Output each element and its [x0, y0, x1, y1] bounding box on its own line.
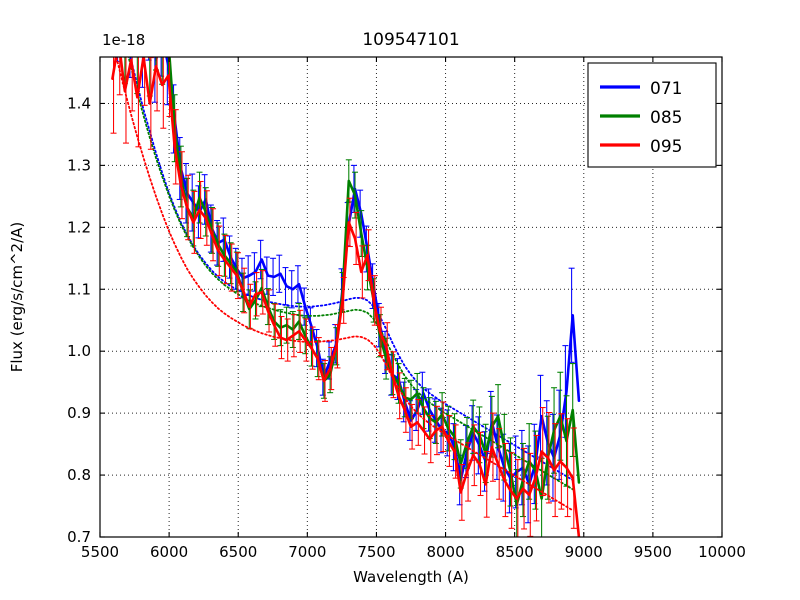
y-tick-label: 1.4: [67, 94, 91, 112]
y-tick-label: 1.1: [67, 280, 91, 298]
legend-label-085: 085: [650, 108, 682, 128]
legend-entry-095[interactable]: 095: [600, 137, 682, 157]
x-tick-label: 8500: [496, 543, 534, 561]
x-tick-label: 6500: [219, 543, 257, 561]
plot-title: 109547101: [362, 30, 459, 50]
axes-frame: [99, 56, 723, 538]
series-095: [110, 57, 581, 537]
y-tick-label: 1.3: [67, 156, 91, 174]
y-axis-label: Flux (erg/s/cm^2/A): [8, 222, 26, 373]
line-095: [111, 57, 581, 537]
smooth-curve-095: [115, 57, 574, 512]
x-tick-label: 7500: [357, 543, 395, 561]
x-tick-label: 8000: [426, 543, 464, 561]
label-layer: 5500 6000 6500 7000 7500 8000 8500 9000 9500 1000…: [8, 30, 746, 586]
y-tick-label: 1.2: [67, 218, 91, 236]
x-tick-label: 5500: [81, 543, 119, 561]
smooth-curve-085: [127, 57, 574, 491]
legend-entry-085[interactable]: 085: [600, 108, 682, 128]
data-layer: [110, 57, 581, 537]
x-tick-label: 6000: [150, 543, 188, 561]
y-axis-offset-label: 1e-18: [102, 31, 145, 49]
legend-label-071: 071: [650, 79, 682, 99]
y-tick-label: 1.0: [67, 342, 91, 360]
x-tick-label: 10000: [698, 543, 746, 561]
y-tick-label: 0.8: [67, 466, 91, 484]
tick-layer: [99, 57, 723, 538]
smooth-curve-071: [129, 57, 574, 481]
y-tick-label: 0.9: [67, 404, 91, 422]
x-tick-label: 7000: [288, 543, 326, 561]
x-axis-label: Wavelength (A): [353, 568, 469, 586]
grid-layer: [100, 57, 722, 537]
legend-label-095: 095: [650, 137, 682, 157]
legend-entry-071[interactable]: 071: [600, 79, 682, 99]
legend[interactable]: 071 085 095: [587, 62, 717, 168]
y-tick-label: 0.7: [67, 528, 91, 546]
x-tick-label: 9000: [565, 543, 603, 561]
errorbars-095: [110, 57, 577, 537]
x-tick-label: 9500: [634, 543, 672, 561]
